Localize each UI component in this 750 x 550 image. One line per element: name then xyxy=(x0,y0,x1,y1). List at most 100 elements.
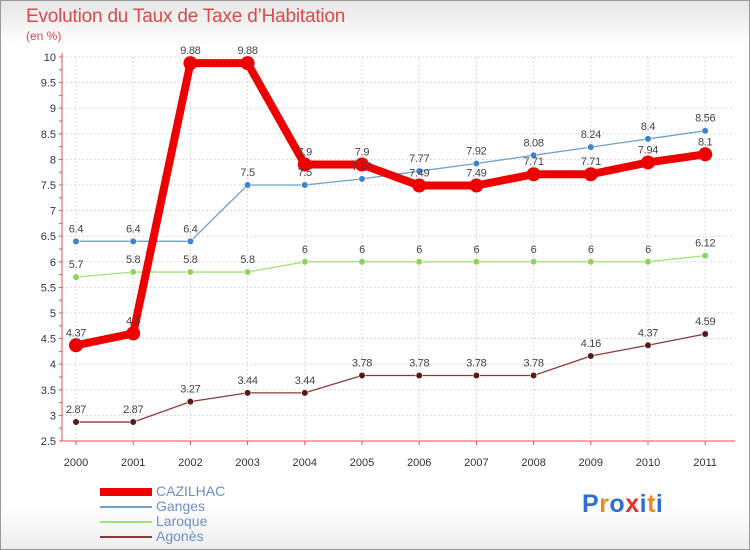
data-label-agon-s: 2.87 xyxy=(123,404,143,416)
data-label-agon-s: 3.27 xyxy=(180,384,200,396)
x-tick-label: 2008 xyxy=(521,457,545,469)
data-label-layer: 6.4 6.4 6.4 7.5 7.5 7.62 7.77 7.92 8.08 8.24 8.4 8.… xyxy=(66,45,716,416)
data-label-laroque: 5.8 xyxy=(240,254,255,266)
data-point-cazilhac xyxy=(69,338,83,353)
data-label-ganges: 8.24 xyxy=(581,129,601,141)
data-point-ganges xyxy=(358,175,366,183)
data-label-cazilhac: 7.9 xyxy=(355,147,370,159)
data-point-cazilhac xyxy=(526,167,541,182)
legend-item-laroque: Laroque xyxy=(100,513,360,529)
data-label-laroque: 6 xyxy=(416,244,422,256)
data-point-cazilhac xyxy=(583,167,598,182)
data-label-ganges: 7.5 xyxy=(240,167,255,179)
data-label-ganges: 7.62 xyxy=(352,161,372,173)
x-tick-label: 2006 xyxy=(407,457,431,469)
legend-item-agon-s: Agonès xyxy=(100,528,360,544)
data-label-cazilhac: 7.49 xyxy=(409,168,429,180)
data-point-ganges xyxy=(701,127,709,135)
chart-title: Evolution du Taux de Taxe d’Habitation xyxy=(26,6,346,27)
y-tick-label: 8.5 xyxy=(41,129,56,141)
series-line-laroque xyxy=(75,255,706,278)
y-tick-label: 8 xyxy=(50,154,56,166)
data-point-ganges xyxy=(129,237,137,245)
data-point-agon-s xyxy=(301,389,309,397)
logo-letter: P xyxy=(582,490,600,518)
x-tick-label: 2001 xyxy=(121,457,145,469)
y-tick-label: 9.5 xyxy=(41,78,56,90)
data-label-cazilhac: 9.88 xyxy=(237,45,257,57)
data-label-cazilhac: 9.88 xyxy=(180,45,200,57)
series-line-cazilhac xyxy=(72,59,710,350)
data-label-ganges: 8.4 xyxy=(641,121,656,133)
data-point-laroque xyxy=(301,258,309,266)
x-tick-label: 2003 xyxy=(235,457,259,469)
x-tick-label: 2011 xyxy=(693,457,717,469)
legend-swatch-laroque xyxy=(100,520,152,523)
data-point-cazilhac xyxy=(412,178,427,193)
data-label-cazilhac: 7.94 xyxy=(638,144,658,156)
axis-layer: 2.5 3 3.5 4 4.5 5 5.5 6 6.5 7 7.5 8 8.5 9 9.5 10 2000 200… xyxy=(41,52,735,469)
data-point-laroque xyxy=(644,258,652,266)
data-point-cazilhac xyxy=(698,147,713,162)
data-point-agon-s xyxy=(129,418,137,426)
data-label-agon-s: 3.78 xyxy=(409,357,429,369)
legend-swatch-ganges xyxy=(100,505,152,508)
x-tick-label: 2002 xyxy=(178,457,202,469)
data-label-agon-s: 4.16 xyxy=(581,338,601,350)
data-label-cazilhac: 4.6 xyxy=(126,315,141,327)
logo-letter: t xyxy=(647,490,656,518)
data-point-cazilhac xyxy=(297,157,312,172)
x-tick-label: 2000 xyxy=(64,457,88,469)
data-label-cazilhac: 7.9 xyxy=(298,147,313,159)
data-point-laroque xyxy=(358,258,366,266)
data-label-laroque: 6 xyxy=(645,244,651,256)
data-point-agon-s xyxy=(529,371,538,380)
data-label-laroque: 6.12 xyxy=(695,238,715,250)
logo-letter: o xyxy=(609,490,626,518)
data-point-agon-s xyxy=(644,341,652,349)
data-point-cazilhac xyxy=(355,157,369,172)
data-label-cazilhac: 7.71 xyxy=(581,156,601,168)
data-point-ganges xyxy=(472,159,481,168)
data-point-cazilhac xyxy=(183,56,198,71)
data-point-agon-s xyxy=(186,397,194,406)
data-point-cazilhac xyxy=(126,326,141,341)
y-tick-label: 5.5 xyxy=(41,282,56,294)
data-label-agon-s: 3.78 xyxy=(523,357,543,369)
grid-layer xyxy=(62,56,735,442)
data-label-laroque: 5.8 xyxy=(183,254,198,266)
unit-label: (en %) xyxy=(26,29,62,43)
y-tick-label: 7.5 xyxy=(41,180,56,192)
data-label-ganges: 8.56 xyxy=(695,113,715,125)
x-tick-label: 2004 xyxy=(293,457,317,469)
y-tick-label: 9 xyxy=(50,103,56,115)
data-point-ganges xyxy=(301,181,309,189)
logo-letter: i xyxy=(655,490,664,518)
data-point-cazilhac xyxy=(641,155,655,170)
data-point-laroque xyxy=(244,268,252,276)
y-tick-label: 6 xyxy=(50,257,56,269)
data-label-ganges: 7.92 xyxy=(466,145,486,157)
data-point-ganges xyxy=(186,237,194,245)
data-label-cazilhac: 8.1 xyxy=(698,136,713,148)
data-label-agon-s: 4.37 xyxy=(638,327,658,339)
y-tick-label: 5 xyxy=(50,308,56,320)
x-tick-label: 2009 xyxy=(579,457,603,469)
data-point-laroque xyxy=(415,258,423,266)
data-point-ganges xyxy=(529,151,538,159)
y-tick-label: 4 xyxy=(50,359,56,371)
y-tick-label: 6.5 xyxy=(41,231,56,243)
legend-label-laroque: Laroque xyxy=(156,513,208,529)
data-point-agon-s xyxy=(415,371,423,380)
data-label-agon-s: 3.78 xyxy=(352,357,372,369)
data-point-agon-s xyxy=(358,371,366,380)
data-label-cazilhac: 4.37 xyxy=(66,327,86,339)
data-point-laroque xyxy=(72,273,80,281)
data-label-agon-s: 4.59 xyxy=(695,316,715,328)
logo-letter: r xyxy=(599,490,610,518)
series-layer xyxy=(69,56,713,426)
x-tick-label: 2005 xyxy=(350,457,374,469)
data-point-laroque xyxy=(529,258,538,266)
data-label-laroque: 5.7 xyxy=(69,259,84,271)
